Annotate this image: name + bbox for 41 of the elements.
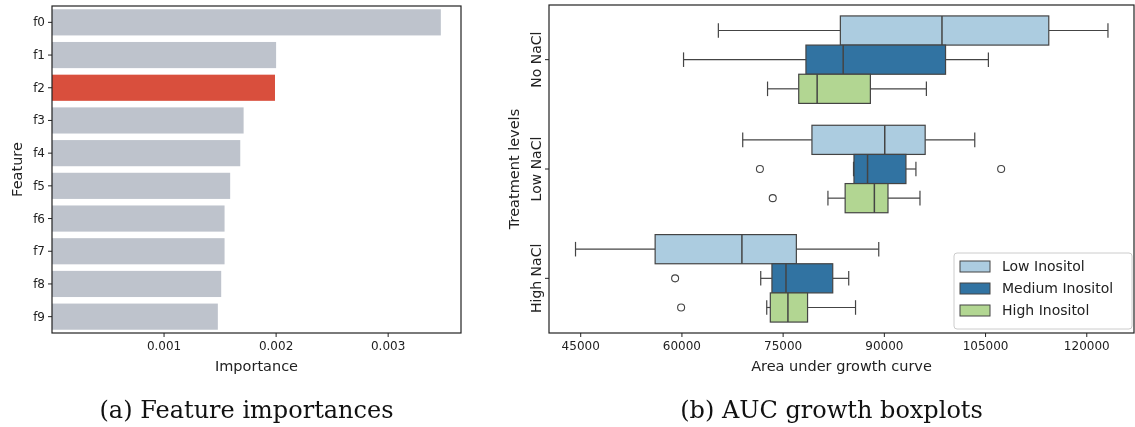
y-tick-label: f2: [33, 80, 45, 95]
bar: [52, 270, 222, 298]
bar: [52, 172, 231, 199]
text: (b) AUC growth boxplots: [680, 396, 983, 424]
y-tick-label: f7: [33, 244, 45, 259]
y-tick-label: f1: [33, 48, 45, 63]
x-axis-title: Area under growth curve: [751, 358, 932, 374]
y-tick-label: f8: [33, 276, 45, 291]
y-tick-label: f0: [33, 15, 45, 30]
y-tick-label: High NaCl: [528, 243, 544, 314]
bar: [52, 74, 275, 101]
x-tick-label: 60000: [662, 339, 702, 353]
y-tick-label: No NaCl: [528, 31, 544, 88]
y-tick-label: Low NaCl: [528, 136, 544, 202]
bar: [52, 140, 241, 167]
bar: [52, 205, 225, 232]
bar: [52, 107, 244, 134]
y-axis-title: Treatment levels: [506, 108, 522, 231]
legend-label: High Inositol: [1002, 302, 1090, 318]
x-tick-label: 90000: [865, 339, 904, 353]
y-axis-title: Feature: [9, 142, 25, 197]
y-tick-label: f6: [33, 211, 45, 226]
y-tick-label: f5: [33, 178, 45, 193]
y-tick-label: f4: [33, 146, 45, 161]
x-tick-label: 45000: [561, 339, 600, 353]
legend-label: Medium Inositol: [1002, 280, 1114, 296]
x-tick-label: 105000: [962, 339, 1009, 353]
y-tick-label: f3: [33, 113, 45, 128]
y-tick-label: f9: [33, 309, 45, 324]
legend-label: Low Inositol: [1002, 258, 1085, 274]
bar: [52, 41, 277, 69]
x-tick-label: 0.002: [258, 339, 294, 353]
bar: [52, 303, 218, 330]
bar: [52, 9, 441, 36]
x-tick-label: 75000: [764, 339, 803, 353]
x-axis-title: Importance: [214, 358, 299, 374]
text: (a) Feature importances: [99, 396, 394, 424]
x-tick-label: 120000: [1063, 339, 1110, 353]
x-tick-label: 0.001: [146, 339, 182, 353]
bar: [52, 238, 225, 265]
x-tick-label: 0.003: [370, 339, 406, 353]
